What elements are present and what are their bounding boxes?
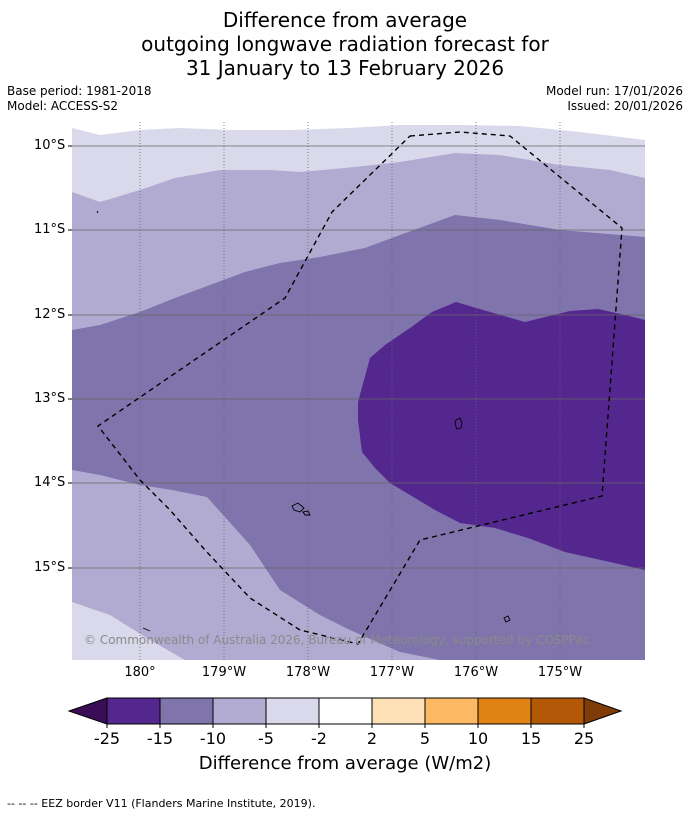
- lat-ticks: [68, 145, 72, 569]
- model-name: Model: ACCESS-S2: [7, 99, 119, 113]
- lat-label-11S: 11°S: [34, 222, 66, 237]
- lon-label-179W: 179°W: [201, 665, 247, 680]
- lon-label-176W: 176°W: [453, 665, 499, 680]
- lat-label-12S: 12°S: [34, 307, 66, 322]
- colorbar-tick-25: 25: [573, 729, 595, 748]
- lon-label-180: 180°: [124, 665, 156, 680]
- colorbar-ticks: [106, 724, 585, 728]
- colorbar-tick-minus15: -15: [146, 729, 174, 748]
- colorbar-tick-minus10: -10: [199, 729, 227, 748]
- eez-border: [96, 131, 623, 645]
- colorbar-bin-10-15: [477, 697, 532, 725]
- copyright-notice: © Commonwealth of Australia 2026, Bureau…: [84, 633, 590, 647]
- colorbar-bin-minus10-minus5: [212, 697, 267, 725]
- colorbar-tick-2: 2: [366, 729, 378, 748]
- island-small-east: [503, 615, 511, 623]
- contour-fields: [72, 125, 645, 660]
- colorbar-bin-15-25: [530, 697, 585, 725]
- island-alofi: [302, 510, 311, 516]
- colorbar-bin-5-10: [424, 697, 479, 725]
- colorbar-tick-minus2: -2: [311, 729, 327, 748]
- lat-label-10S: 10°S: [34, 138, 66, 153]
- meta-left: Base period: 1981-2018 Model: ACCESS-S2: [7, 84, 152, 114]
- title-line-3: 31 January to 13 February 2026: [185, 56, 505, 80]
- colorbar-tick-10: 10: [467, 729, 489, 748]
- colorbar-tick-5: 5: [419, 729, 431, 748]
- colorbar-label: Difference from average (W/m2): [198, 753, 492, 774]
- colorbar: [67, 697, 623, 725]
- island-wallis: [454, 417, 463, 430]
- lat-label-15S: 15°S: [34, 560, 66, 575]
- colorbar-extend-high: [583, 697, 623, 725]
- colorbar-bin-minus15-minus10: [159, 697, 214, 725]
- lat-label-13S: 13°S: [34, 391, 66, 406]
- lon-label-177W: 177°W: [369, 665, 415, 680]
- colorbar-bin-minus2-2: [318, 697, 373, 725]
- issued-date: Issued: 20/01/2026: [567, 99, 683, 113]
- islands: [96, 210, 511, 632]
- lat-label-14S: 14°S: [34, 475, 66, 490]
- eez-footnote: -- -- -- EEZ border V11 (Flanders Marine…: [7, 797, 316, 810]
- colorbar-extend-low: [67, 697, 108, 725]
- colorbar-tick-minus25: -25: [93, 729, 121, 748]
- title-line-1: Difference from average: [222, 8, 468, 32]
- island-northwest: [96, 210, 99, 214]
- base-period: Base period: 1981-2018: [7, 84, 152, 98]
- gridlines: [72, 145, 645, 569]
- island-futuna: [291, 502, 305, 513]
- model-run: Model run: 17/01/2026: [545, 84, 683, 98]
- colorbar-tick-15: 15: [520, 729, 542, 748]
- lon-label-175W: 175°W: [537, 665, 583, 680]
- map-title: Difference from average outgoing longwav…: [0, 8, 690, 80]
- meta-right: Model run: 17/01/2026 Issued: 20/01/2026: [546, 84, 683, 114]
- colorbar-bin-minus25-minus15: [106, 697, 161, 725]
- colorbar-bin-minus5-minus2: [265, 697, 320, 725]
- lon-label-178W: 178°W: [285, 665, 331, 680]
- title-line-2: outgoing longwave radiation forecast for: [141, 32, 549, 56]
- colorbar-tick-minus5: -5: [258, 729, 274, 748]
- colorbar-bin-2-5: [371, 697, 426, 725]
- island-southwest: [142, 627, 151, 632]
